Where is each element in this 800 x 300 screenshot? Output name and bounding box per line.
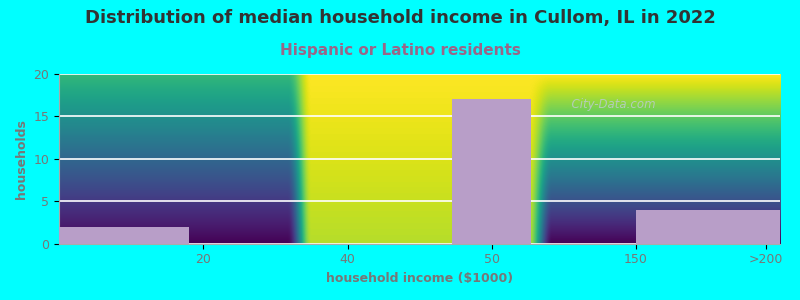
Bar: [636, 210, 780, 244]
Bar: [59, 227, 189, 244]
Text: Hispanic or Latino residents: Hispanic or Latino residents: [279, 44, 521, 59]
Text: Distribution of median household income in Cullom, IL in 2022: Distribution of median household income …: [85, 9, 715, 27]
Bar: [452, 100, 531, 244]
Y-axis label: households: households: [15, 119, 28, 199]
Text: City-Data.com: City-Data.com: [564, 98, 655, 111]
X-axis label: household income ($1000): household income ($1000): [326, 272, 514, 285]
